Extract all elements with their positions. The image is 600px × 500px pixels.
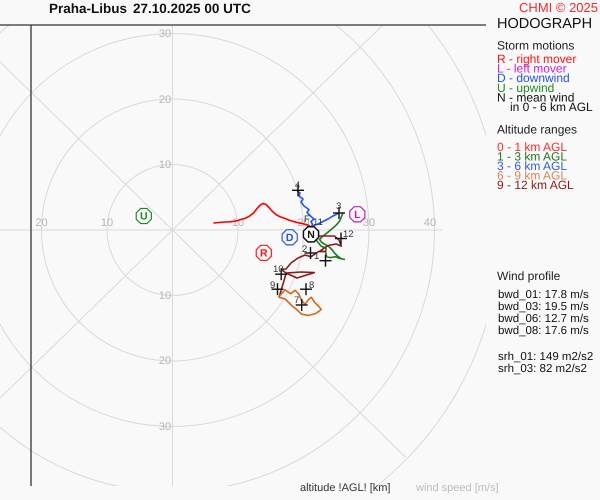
svg-text:4: 4 [295,180,300,191]
svg-text:3: 3 [336,201,341,212]
svg-text:altitude !AGL! [km]: altitude !AGL! [km] [300,482,390,494]
svg-text:20: 20 [159,94,171,106]
svg-text:20: 20 [35,217,47,229]
svg-text:10: 10 [101,217,113,229]
svg-text:srh_01: 149 m2/s2: srh_01: 149 m2/s2 [498,351,593,363]
svg-text:9: 9 [270,280,275,291]
svg-text:Wind profile: Wind profile [497,269,561,283]
svg-text:10: 10 [159,290,171,302]
svg-text:20: 20 [159,355,171,367]
svg-text:8: 8 [309,280,314,291]
svg-text:HODOGRAPH: HODOGRAPH [497,16,592,32]
svg-text:F: F [304,214,310,225]
svg-text:bwd_08: 17.6 m/s: bwd_08: 17.6 m/s [498,325,589,337]
svg-text:Storm motions: Storm motions [497,38,574,52]
svg-text:1: 1 [314,251,319,262]
svg-text:Altitude ranges: Altitude ranges [497,122,577,136]
svg-text:D: D [286,232,294,244]
svg-text:40: 40 [424,217,436,229]
svg-text:bwd_03: 19.5 m/s: bwd_03: 19.5 m/s [498,301,589,313]
svg-text:30: 30 [159,421,171,433]
svg-text:Praha-Libus: Praha-Libus [49,1,127,16]
svg-text:U: U [140,211,148,223]
svg-text:27.10.2025 00 UTC: 27.10.2025 00 UTC [133,1,251,16]
svg-text:30: 30 [159,28,171,40]
svg-text:10: 10 [273,264,284,275]
svg-text:CHMI © 2025: CHMI © 2025 [519,0,598,15]
svg-text:7: 7 [294,295,299,306]
svg-text:wind speed [m/s]: wind speed [m/s] [415,482,499,494]
svg-text:12: 12 [343,229,354,240]
svg-text:2: 2 [302,244,307,255]
svg-text:9 - 12 km AGL: 9 - 12 km AGL [497,178,574,192]
svg-text:bwd_01: 17.8 m/s: bwd_01: 17.8 m/s [498,289,589,301]
svg-text:srh_03: 82 m2/s2: srh_03: 82 m2/s2 [498,363,587,375]
svg-text:N: N [307,229,315,241]
svg-text:30: 30 [363,217,375,229]
svg-text:in 0 - 6 km AGL: in 0 - 6 km AGL [510,100,593,114]
svg-text:10: 10 [159,159,171,171]
svg-text:L: L [354,209,361,221]
svg-text:bwd_06: 12.7 m/s: bwd_06: 12.7 m/s [498,313,589,325]
svg-text:R: R [260,248,268,260]
